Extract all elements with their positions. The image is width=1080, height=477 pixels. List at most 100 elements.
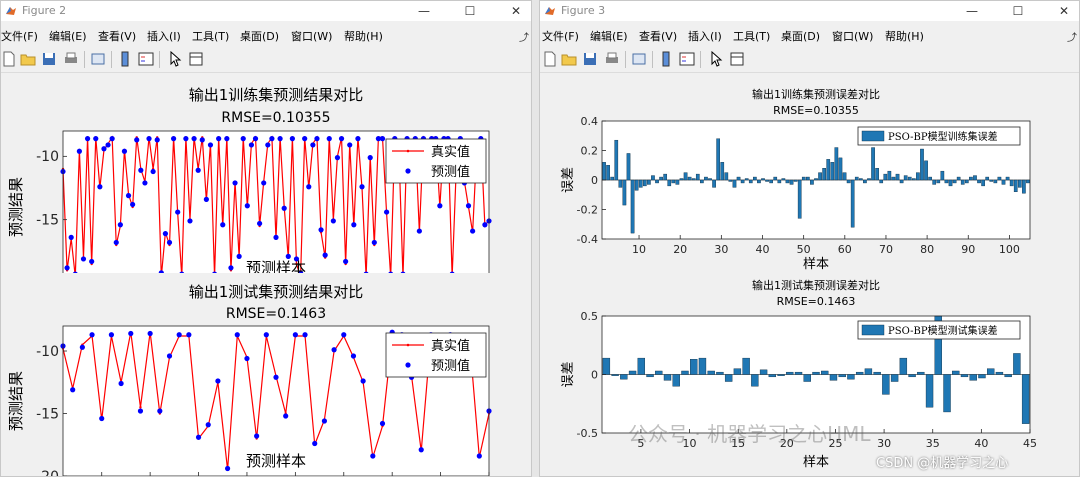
link-plot-icon[interactable] xyxy=(90,51,106,67)
minimize-button[interactable]: — xyxy=(966,4,978,18)
pointer-icon[interactable] xyxy=(708,51,724,67)
menu-tools[interactable]: 工具(T) xyxy=(192,30,230,43)
x-tick-label: 40 xyxy=(756,243,770,256)
dock-arrow-icon[interactable]: ⤴ xyxy=(519,33,529,44)
menu-tools[interactable]: 工具(T) xyxy=(733,30,771,43)
menu-bar: 文件(F) 编辑(E) 查看(V) 插入(I) 工具(T) 桌面(D) 窗口(W… xyxy=(540,25,1079,45)
pointer-icon[interactable] xyxy=(167,51,183,67)
close-button[interactable]: ✕ xyxy=(1058,4,1070,18)
menu-insert[interactable]: 插入(I) xyxy=(147,30,181,43)
y-tick-label: -15 xyxy=(36,213,59,229)
dock-arrow-icon[interactable]: ⤴ xyxy=(1067,33,1077,44)
error-bar xyxy=(1017,179,1022,188)
menu-desktop[interactable]: 桌面(D) xyxy=(240,30,280,43)
open-folder-icon[interactable] xyxy=(20,51,36,67)
error-bar xyxy=(663,374,672,381)
maximize-button[interactable]: ☐ xyxy=(464,4,476,18)
close-button[interactable]: ✕ xyxy=(510,4,522,18)
error-bar xyxy=(814,178,818,181)
x-tick-label: 90 xyxy=(961,243,975,256)
legend-box xyxy=(385,138,487,184)
toolbar xyxy=(540,46,1079,73)
error-bar xyxy=(834,147,839,181)
x-axis-label: 预测样本 xyxy=(246,259,306,273)
error-bar xyxy=(1022,179,1026,194)
legend-swatch xyxy=(861,130,885,142)
error-bar xyxy=(785,179,790,184)
maximize-button[interactable]: ☐ xyxy=(1012,4,1024,18)
chart-title: 输出1测试集预测误差对比 xyxy=(752,278,880,292)
predicted-value-marker xyxy=(360,378,366,384)
error-bar xyxy=(855,371,864,375)
predicted-value-marker xyxy=(216,136,222,142)
figure-3-window: Figure 3 — ☐ ✕ 文件(F) 编辑(E) 查看(V) 插入(I) 工… xyxy=(539,0,1080,477)
menu-desktop[interactable]: 桌面(D) xyxy=(781,30,821,43)
menu-file[interactable]: 文件(F) xyxy=(542,30,579,43)
chart-title: 输出1测试集预测结果对比 xyxy=(189,283,364,301)
error-bar xyxy=(690,359,698,375)
colorbar-icon[interactable] xyxy=(117,51,133,67)
error-bar xyxy=(777,179,782,184)
error-bar xyxy=(821,370,829,375)
predicted-value-marker xyxy=(97,184,103,190)
predicted-value-marker xyxy=(138,167,144,173)
error-bar xyxy=(829,374,838,381)
error-bar xyxy=(846,179,851,184)
error-bar xyxy=(602,162,606,181)
y-axis-label: 误差 xyxy=(561,167,576,193)
error-bar xyxy=(740,179,745,184)
new-figure-icon[interactable] xyxy=(542,51,558,67)
menu-window[interactable]: 窗口(W) xyxy=(291,30,333,43)
legend-icon[interactable] xyxy=(679,51,695,67)
legend-icon[interactable] xyxy=(138,51,154,67)
menu-help[interactable]: 帮助(H) xyxy=(344,30,383,43)
menu-edit[interactable]: 编辑(E) xyxy=(590,30,628,43)
predicted-value-marker xyxy=(388,271,394,273)
predicted-value-marker xyxy=(93,136,99,142)
error-bar xyxy=(720,162,725,181)
error-bar xyxy=(908,374,916,378)
menu-insert[interactable]: 插入(I) xyxy=(688,30,722,43)
y-tick-label: -15 xyxy=(36,406,59,422)
save-icon[interactable] xyxy=(582,51,598,67)
error-bar xyxy=(977,179,981,184)
error-bar xyxy=(803,374,811,382)
predicted-value-marker xyxy=(234,332,240,338)
predicted-value-marker xyxy=(244,203,250,209)
x-tick-label: 45 xyxy=(1023,437,1037,450)
legend-marker-swatch xyxy=(405,362,411,368)
error-bar xyxy=(960,374,969,378)
menu-window[interactable]: 窗口(W) xyxy=(832,30,874,43)
predicted-value-marker xyxy=(175,209,181,215)
menu-view[interactable]: 查看(V) xyxy=(98,30,137,43)
train-error-chart: 输出1训练集预测误差对比 RMSE=0.10355 10 20 30 40 50 60 70 80… xyxy=(561,87,1031,272)
true-value-point xyxy=(295,262,298,266)
error-bar xyxy=(911,178,916,181)
minimize-button[interactable]: — xyxy=(418,4,430,18)
link-plot-icon[interactable] xyxy=(631,51,647,67)
menu-view[interactable]: 查看(V) xyxy=(639,30,678,43)
colorbar-icon[interactable] xyxy=(658,51,674,67)
error-bar xyxy=(850,179,855,228)
error-bar xyxy=(960,179,965,185)
error-bar xyxy=(655,370,663,375)
matlab-logo-icon xyxy=(545,7,555,15)
predicted-value-marker xyxy=(416,228,422,234)
predicted-value-marker xyxy=(400,271,406,273)
menu-edit[interactable]: 编辑(E) xyxy=(49,30,87,43)
error-bar xyxy=(863,179,867,184)
menu-file[interactable]: 文件(F) xyxy=(1,30,38,43)
x-tick-label: 30 xyxy=(877,437,891,450)
print-icon[interactable] xyxy=(63,51,79,67)
legend-label: PSO-BP模型测试集误差 xyxy=(888,324,998,337)
property-editor-icon[interactable] xyxy=(729,51,745,67)
error-bar xyxy=(757,179,761,184)
print-icon[interactable] xyxy=(604,51,620,67)
new-figure-icon[interactable] xyxy=(1,51,17,67)
open-folder-icon[interactable] xyxy=(561,51,577,67)
save-icon[interactable] xyxy=(41,51,57,67)
toolbar-separator xyxy=(652,51,653,68)
predicted-value-marker xyxy=(321,418,328,424)
menu-help[interactable]: 帮助(H) xyxy=(885,30,924,43)
property-editor-icon[interactable] xyxy=(188,51,204,67)
